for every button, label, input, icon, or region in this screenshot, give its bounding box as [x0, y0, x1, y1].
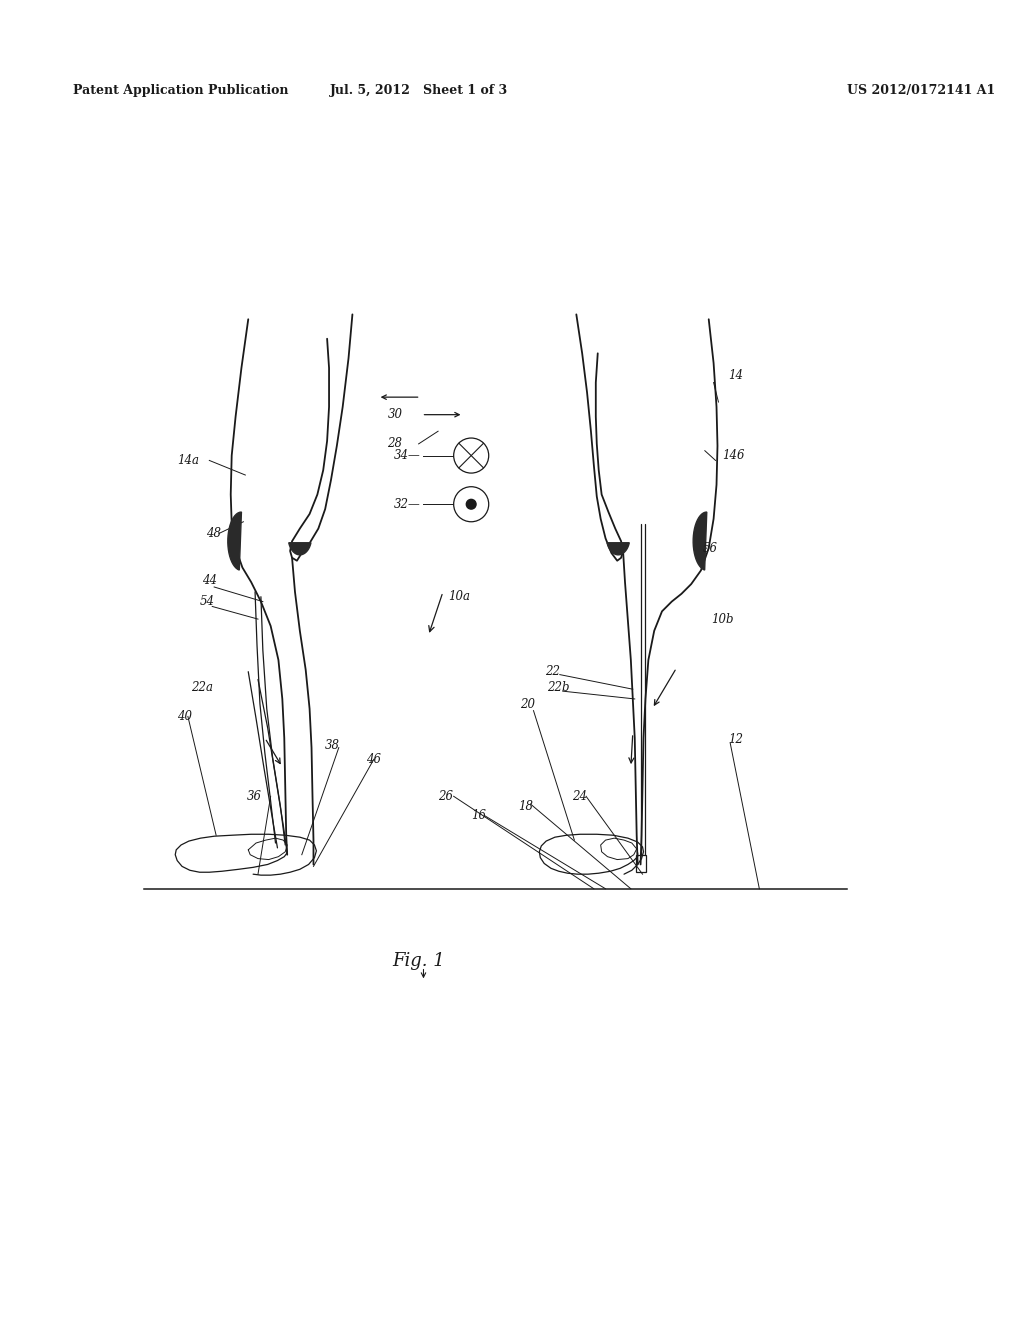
Bar — [636, 855, 646, 873]
Text: 32—: 32— — [394, 498, 421, 511]
Circle shape — [466, 499, 476, 510]
Text: 38: 38 — [326, 739, 340, 752]
Polygon shape — [693, 512, 707, 570]
Polygon shape — [289, 543, 311, 554]
Text: 18: 18 — [518, 800, 532, 813]
Text: 24: 24 — [572, 789, 588, 803]
Text: 16: 16 — [471, 809, 486, 822]
Text: 36: 36 — [247, 789, 262, 803]
Text: 26: 26 — [438, 789, 453, 803]
Text: Patent Application Publication: Patent Application Publication — [73, 83, 289, 96]
Text: 14: 14 — [728, 370, 743, 383]
Text: 146: 146 — [722, 449, 744, 462]
Text: 12: 12 — [728, 734, 743, 746]
Text: 30: 30 — [387, 408, 402, 421]
Text: 44: 44 — [203, 574, 217, 586]
Polygon shape — [227, 512, 242, 570]
Text: Fig. 1: Fig. 1 — [392, 952, 445, 970]
Text: 34—: 34— — [394, 449, 421, 462]
Text: 22: 22 — [545, 665, 560, 678]
Polygon shape — [607, 543, 630, 554]
Text: 46: 46 — [366, 752, 381, 766]
Text: Jul. 5, 2012   Sheet 1 of 3: Jul. 5, 2012 Sheet 1 of 3 — [330, 83, 508, 96]
Text: 54: 54 — [200, 595, 215, 609]
Text: 10a: 10a — [447, 590, 470, 603]
Text: 14a: 14a — [177, 454, 200, 467]
Text: 10b: 10b — [711, 612, 733, 626]
Text: US 2012/0172141 A1: US 2012/0172141 A1 — [847, 83, 995, 96]
Text: 28: 28 — [387, 437, 402, 450]
Text: 48: 48 — [207, 527, 221, 540]
Text: 22b: 22b — [547, 681, 569, 694]
Text: 22a: 22a — [190, 681, 213, 694]
Text: 40: 40 — [177, 710, 193, 723]
Text: 20: 20 — [520, 698, 535, 711]
Text: 56: 56 — [702, 541, 718, 554]
